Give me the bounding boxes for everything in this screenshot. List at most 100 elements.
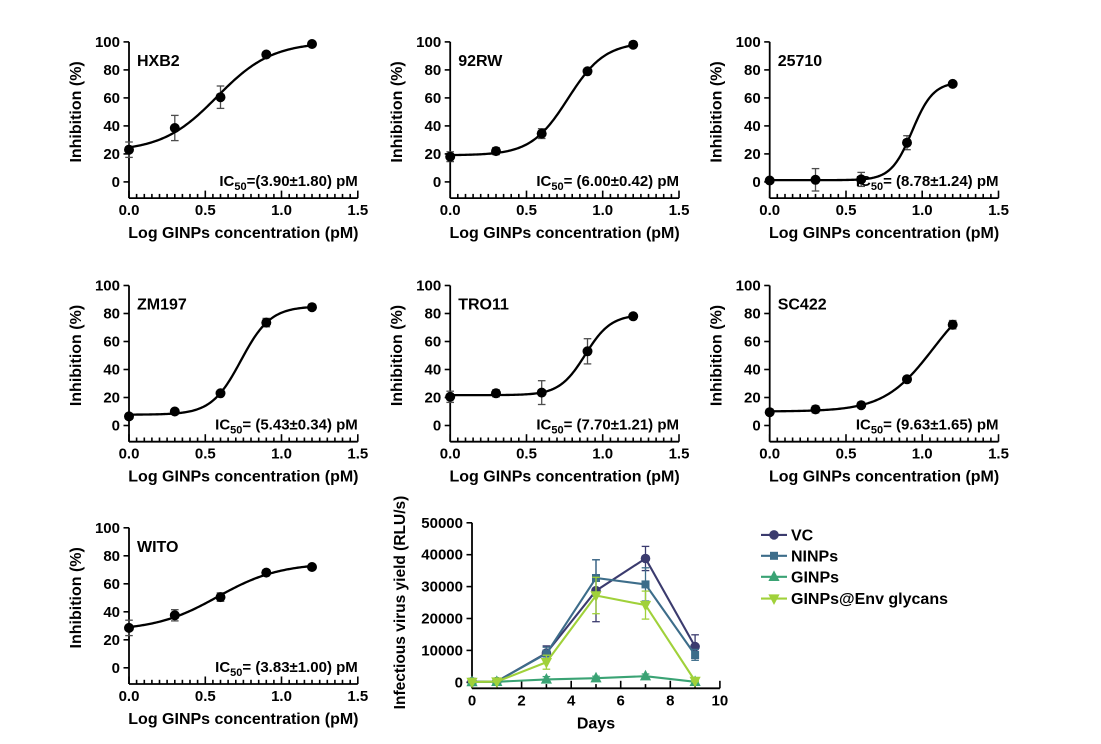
- svg-text:40: 40: [425, 118, 442, 135]
- svg-text:WITO: WITO: [137, 539, 178, 556]
- svg-text:0.0: 0.0: [440, 446, 461, 463]
- svg-text:50000: 50000: [421, 515, 463, 532]
- svg-text:40: 40: [103, 118, 120, 135]
- svg-text:Days: Days: [577, 715, 615, 732]
- svg-text:ZM197: ZM197: [137, 297, 187, 314]
- svg-text:20: 20: [425, 146, 442, 163]
- svg-text:Log GINPs concentration (pM): Log GINPs concentration (pM): [128, 469, 358, 486]
- svg-text:0: 0: [112, 174, 120, 191]
- svg-text:1.5: 1.5: [988, 202, 1009, 219]
- svg-text:0.5: 0.5: [195, 688, 216, 705]
- svg-text:25710: 25710: [778, 53, 823, 70]
- svg-text:0: 0: [433, 174, 441, 191]
- svg-text:100: 100: [416, 34, 441, 51]
- svg-text:1.0: 1.0: [592, 202, 613, 219]
- svg-text:0: 0: [752, 174, 760, 191]
- svg-text:60: 60: [103, 90, 120, 107]
- svg-text:100: 100: [736, 34, 761, 51]
- svg-text:1.0: 1.0: [912, 446, 933, 463]
- svg-text:1.5: 1.5: [347, 446, 368, 463]
- svg-text:0.0: 0.0: [119, 688, 140, 705]
- svg-text:SC422: SC422: [778, 297, 827, 314]
- svg-text:80: 80: [103, 306, 120, 323]
- svg-text:Inhibition (%): Inhibition (%): [389, 61, 406, 162]
- svg-text:80: 80: [103, 62, 120, 79]
- svg-text:20: 20: [744, 390, 761, 407]
- svg-text:0.0: 0.0: [440, 202, 461, 219]
- svg-text:Log GINPs concentration (pM): Log GINPs concentration (pM): [769, 469, 999, 486]
- svg-text:40: 40: [744, 362, 761, 379]
- svg-text:0.0: 0.0: [119, 446, 140, 463]
- svg-text:VC: VC: [791, 527, 814, 544]
- svg-text:0: 0: [112, 418, 120, 435]
- svg-text:0: 0: [752, 418, 760, 435]
- svg-text:Inhibition (%): Inhibition (%): [68, 547, 85, 648]
- svg-text:0: 0: [433, 418, 441, 435]
- svg-text:80: 80: [425, 306, 442, 323]
- svg-text:20: 20: [425, 390, 442, 407]
- svg-text:Log GINPs concentration (pM): Log GINPs concentration (pM): [128, 225, 358, 242]
- svg-text:1.5: 1.5: [347, 688, 368, 705]
- svg-text:Inhibition (%): Inhibition (%): [709, 61, 726, 162]
- svg-text:Log GINPs concentration (pM): Log GINPs concentration (pM): [449, 225, 679, 242]
- svg-text:NINPs: NINPs: [791, 548, 838, 565]
- svg-text:GINPs@Env glycans: GINPs@Env glycans: [791, 591, 948, 608]
- svg-text:0.5: 0.5: [195, 202, 216, 219]
- svg-text:100: 100: [736, 278, 761, 295]
- svg-text:1.0: 1.0: [912, 202, 933, 219]
- svg-text:Log GINPs concentration (pM): Log GINPs concentration (pM): [449, 469, 679, 486]
- svg-text:60: 60: [103, 334, 120, 351]
- svg-text:20: 20: [744, 146, 761, 163]
- svg-text:10000: 10000: [421, 642, 463, 659]
- svg-text:Log GINPs concentration (pM): Log GINPs concentration (pM): [128, 711, 358, 728]
- svg-text:60: 60: [425, 90, 442, 107]
- svg-text:1.5: 1.5: [347, 202, 368, 219]
- svg-text:20: 20: [103, 632, 120, 649]
- svg-text:100: 100: [95, 34, 120, 51]
- svg-text:0.5: 0.5: [516, 446, 537, 463]
- svg-text:100: 100: [95, 520, 120, 537]
- svg-text:20: 20: [103, 390, 120, 407]
- svg-text:0: 0: [455, 674, 463, 691]
- svg-text:40: 40: [103, 604, 120, 621]
- svg-text:1.5: 1.5: [988, 446, 1009, 463]
- svg-text:1.5: 1.5: [669, 202, 690, 219]
- svg-text:Inhibition (%): Inhibition (%): [68, 305, 85, 406]
- svg-text:Inhibition (%): Inhibition (%): [389, 305, 406, 406]
- svg-text:0: 0: [468, 692, 476, 709]
- svg-text:0.0: 0.0: [119, 202, 140, 219]
- svg-text:80: 80: [425, 62, 442, 79]
- svg-text:20000: 20000: [421, 611, 463, 628]
- svg-text:Inhibition (%): Inhibition (%): [68, 61, 85, 162]
- svg-text:80: 80: [744, 62, 761, 79]
- svg-text:80: 80: [744, 306, 761, 323]
- svg-text:20: 20: [103, 146, 120, 163]
- svg-text:1.5: 1.5: [669, 446, 690, 463]
- svg-text:80: 80: [103, 548, 120, 565]
- svg-text:TRO11: TRO11: [458, 297, 509, 314]
- svg-text:100: 100: [416, 278, 441, 295]
- svg-text:1.0: 1.0: [271, 688, 292, 705]
- svg-text:2: 2: [517, 692, 525, 709]
- svg-text:60: 60: [103, 576, 120, 593]
- svg-text:Log GINPs concentration (pM): Log GINPs concentration (pM): [769, 225, 999, 242]
- svg-text:10: 10: [712, 692, 729, 709]
- svg-text:40000: 40000: [421, 547, 463, 564]
- svg-text:Inhibition (%): Inhibition (%): [709, 305, 726, 406]
- svg-text:100: 100: [95, 278, 120, 295]
- svg-text:1.0: 1.0: [592, 446, 613, 463]
- svg-text:60: 60: [425, 334, 442, 351]
- svg-text:Infectious virus yield (RLU/s): Infectious virus yield (RLU/s): [392, 496, 409, 710]
- svg-text:HXB2: HXB2: [137, 53, 180, 70]
- svg-text:92RW: 92RW: [458, 53, 503, 70]
- svg-text:0.0: 0.0: [759, 446, 780, 463]
- svg-text:0.5: 0.5: [836, 202, 857, 219]
- svg-text:60: 60: [744, 90, 761, 107]
- svg-text:0.5: 0.5: [516, 202, 537, 219]
- svg-text:0.5: 0.5: [836, 446, 857, 463]
- svg-text:4: 4: [567, 692, 576, 709]
- svg-text:6: 6: [617, 692, 625, 709]
- svg-text:GINPs: GINPs: [791, 569, 839, 586]
- svg-text:40: 40: [744, 118, 761, 135]
- svg-text:1.0: 1.0: [271, 446, 292, 463]
